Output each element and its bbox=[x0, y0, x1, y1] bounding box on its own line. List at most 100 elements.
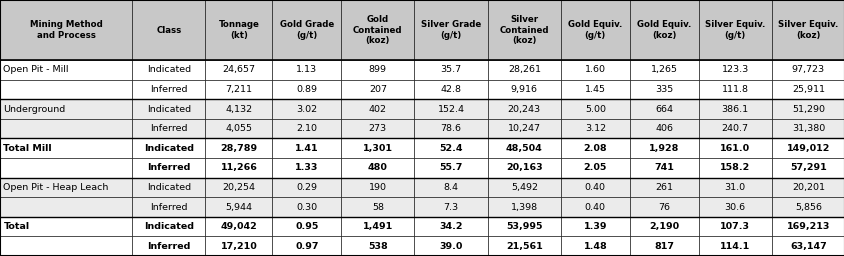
Bar bbox=[414, 178, 487, 197]
Bar bbox=[771, 60, 844, 80]
Bar bbox=[414, 80, 487, 99]
Text: Inferred: Inferred bbox=[147, 163, 190, 172]
Text: 0.29: 0.29 bbox=[296, 183, 317, 192]
Text: 190: 190 bbox=[368, 183, 387, 192]
Bar bbox=[629, 0, 698, 60]
Text: 30.6: 30.6 bbox=[723, 202, 744, 211]
Bar bbox=[560, 217, 629, 237]
Text: Total Mill: Total Mill bbox=[3, 144, 52, 153]
Text: 2.08: 2.08 bbox=[583, 144, 607, 153]
Bar bbox=[0, 138, 132, 158]
Bar bbox=[341, 0, 414, 60]
Text: 97,723: 97,723 bbox=[791, 66, 824, 74]
Bar bbox=[132, 217, 205, 237]
Bar bbox=[698, 197, 771, 217]
Bar bbox=[698, 99, 771, 119]
Bar bbox=[414, 138, 487, 158]
Text: 20,243: 20,243 bbox=[507, 105, 540, 114]
Bar bbox=[0, 237, 132, 256]
Bar bbox=[272, 197, 341, 217]
Text: 4,055: 4,055 bbox=[225, 124, 252, 133]
Bar bbox=[487, 60, 560, 80]
Bar bbox=[698, 158, 771, 178]
Bar bbox=[341, 99, 414, 119]
Text: 5,944: 5,944 bbox=[225, 202, 252, 211]
Bar bbox=[487, 237, 560, 256]
Text: 1,301: 1,301 bbox=[362, 144, 392, 153]
Bar bbox=[132, 80, 205, 99]
Text: Silver Equiv.
(koz): Silver Equiv. (koz) bbox=[777, 20, 837, 40]
Bar bbox=[771, 158, 844, 178]
Bar bbox=[560, 178, 629, 197]
Text: Inferred: Inferred bbox=[150, 124, 187, 133]
Text: Open Pit - Heap Leach: Open Pit - Heap Leach bbox=[3, 183, 109, 192]
Text: 5,492: 5,492 bbox=[511, 183, 537, 192]
Bar bbox=[132, 99, 205, 119]
Bar bbox=[771, 0, 844, 60]
Text: 1.13: 1.13 bbox=[296, 66, 317, 74]
Bar bbox=[560, 158, 629, 178]
Bar bbox=[272, 158, 341, 178]
Bar bbox=[629, 237, 698, 256]
Text: 817: 817 bbox=[653, 242, 674, 251]
Text: 52.4: 52.4 bbox=[439, 144, 463, 153]
Bar bbox=[132, 60, 205, 80]
Bar bbox=[341, 80, 414, 99]
Text: 11,266: 11,266 bbox=[220, 163, 257, 172]
Bar bbox=[698, 119, 771, 138]
Bar bbox=[205, 237, 272, 256]
Bar bbox=[341, 217, 414, 237]
Bar bbox=[771, 217, 844, 237]
Text: 5,856: 5,856 bbox=[794, 202, 821, 211]
Text: Inferred: Inferred bbox=[150, 85, 187, 94]
Text: Gold Equiv.
(g/t): Gold Equiv. (g/t) bbox=[567, 20, 622, 40]
Text: 28,261: 28,261 bbox=[507, 66, 540, 74]
Bar bbox=[698, 80, 771, 99]
Text: 1,491: 1,491 bbox=[362, 222, 392, 231]
Bar bbox=[414, 237, 487, 256]
Text: 1,265: 1,265 bbox=[650, 66, 677, 74]
Bar bbox=[272, 138, 341, 158]
Text: Indicated: Indicated bbox=[143, 144, 193, 153]
Text: 21,561: 21,561 bbox=[506, 242, 542, 251]
Bar bbox=[487, 158, 560, 178]
Bar bbox=[205, 60, 272, 80]
Bar bbox=[0, 197, 132, 217]
Bar bbox=[132, 197, 205, 217]
Text: 406: 406 bbox=[654, 124, 673, 133]
Text: 20,163: 20,163 bbox=[506, 163, 542, 172]
Bar bbox=[132, 178, 205, 197]
Text: 31.0: 31.0 bbox=[723, 183, 744, 192]
Text: Inferred: Inferred bbox=[150, 202, 187, 211]
Text: Indicated: Indicated bbox=[147, 66, 191, 74]
Bar bbox=[698, 60, 771, 80]
Bar bbox=[0, 99, 132, 119]
Bar bbox=[0, 60, 132, 80]
Text: 152.4: 152.4 bbox=[437, 105, 464, 114]
Bar bbox=[205, 217, 272, 237]
Text: 34.2: 34.2 bbox=[439, 222, 463, 231]
Text: 35.7: 35.7 bbox=[440, 66, 461, 74]
Bar bbox=[132, 138, 205, 158]
Text: 0.95: 0.95 bbox=[295, 222, 318, 231]
Text: 5.00: 5.00 bbox=[584, 105, 605, 114]
Bar bbox=[698, 217, 771, 237]
Text: Silver Equiv.
(g/t): Silver Equiv. (g/t) bbox=[704, 20, 765, 40]
Bar bbox=[629, 119, 698, 138]
Text: 158.2: 158.2 bbox=[719, 163, 749, 172]
Text: Gold Grade
(g/t): Gold Grade (g/t) bbox=[279, 20, 333, 40]
Bar bbox=[487, 0, 560, 60]
Text: Indicated: Indicated bbox=[147, 105, 191, 114]
Bar bbox=[487, 217, 560, 237]
Bar bbox=[771, 237, 844, 256]
Bar bbox=[560, 99, 629, 119]
Bar bbox=[629, 60, 698, 80]
Text: Indicated: Indicated bbox=[143, 222, 193, 231]
Text: 2,190: 2,190 bbox=[648, 222, 679, 231]
Text: 261: 261 bbox=[654, 183, 673, 192]
Text: 1,928: 1,928 bbox=[648, 144, 679, 153]
Bar bbox=[698, 237, 771, 256]
Text: 78.6: 78.6 bbox=[440, 124, 461, 133]
Text: 240.7: 240.7 bbox=[721, 124, 748, 133]
Bar bbox=[487, 138, 560, 158]
